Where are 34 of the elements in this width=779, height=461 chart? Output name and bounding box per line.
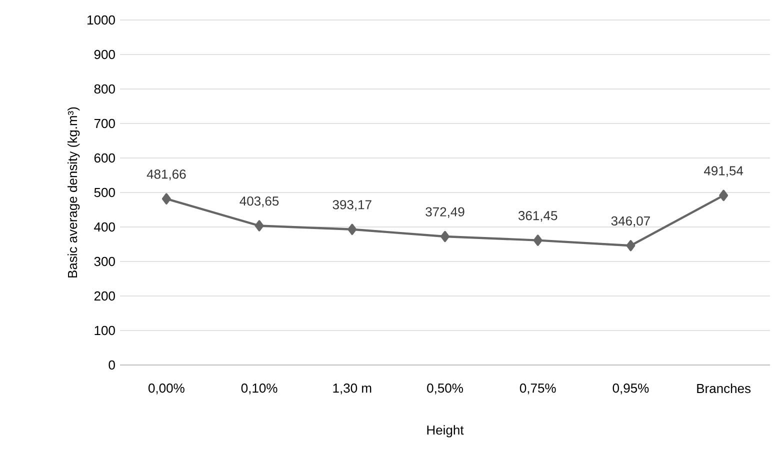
point — [626, 240, 636, 252]
y-tick-label: 600 — [94, 153, 115, 163]
x-tick-label: Branches — [697, 384, 751, 394]
y-tick-label: 300 — [94, 256, 115, 266]
data-label: 481,66 — [146, 170, 186, 180]
data-label: 393,17 — [332, 200, 372, 211]
y-tick-label: 800 — [94, 84, 115, 94]
data-label: 403,65 — [240, 196, 279, 208]
data-label: 361,45 — [518, 211, 558, 222]
y-axis-title: Basic average density (kg.m³) — [68, 107, 80, 278]
x-axis-title: Height — [427, 425, 464, 438]
x-tick-label: 0,75% — [520, 384, 556, 394]
y-tick-label: 400 — [94, 222, 115, 232]
y-tick-label: 500 — [94, 188, 115, 198]
data-label: 491,54 — [704, 166, 744, 177]
y-tick-label: 100 — [94, 326, 115, 336]
y-tick-label: 0 — [108, 360, 115, 370]
x-tick-label: 0,95% — [612, 384, 649, 394]
point — [440, 230, 450, 242]
data-label: 372,49 — [426, 207, 464, 218]
point — [348, 224, 357, 235]
y-tick-label: 900 — [94, 50, 115, 60]
point — [162, 193, 171, 204]
data-label: 346,07 — [611, 216, 650, 228]
y-tick-label: 1000 — [88, 15, 115, 25]
x-tick-label: 0,10% — [241, 384, 278, 394]
y-tick-label: 700 — [94, 118, 115, 128]
x-tick-label: 0,00% — [148, 384, 184, 394]
point — [254, 220, 264, 232]
point — [533, 234, 542, 246]
point — [719, 190, 728, 202]
x-tick-label: 0,50% — [427, 384, 463, 394]
x-tick-label: 1,30 m — [333, 384, 372, 394]
y-tick-label: 200 — [94, 291, 115, 301]
